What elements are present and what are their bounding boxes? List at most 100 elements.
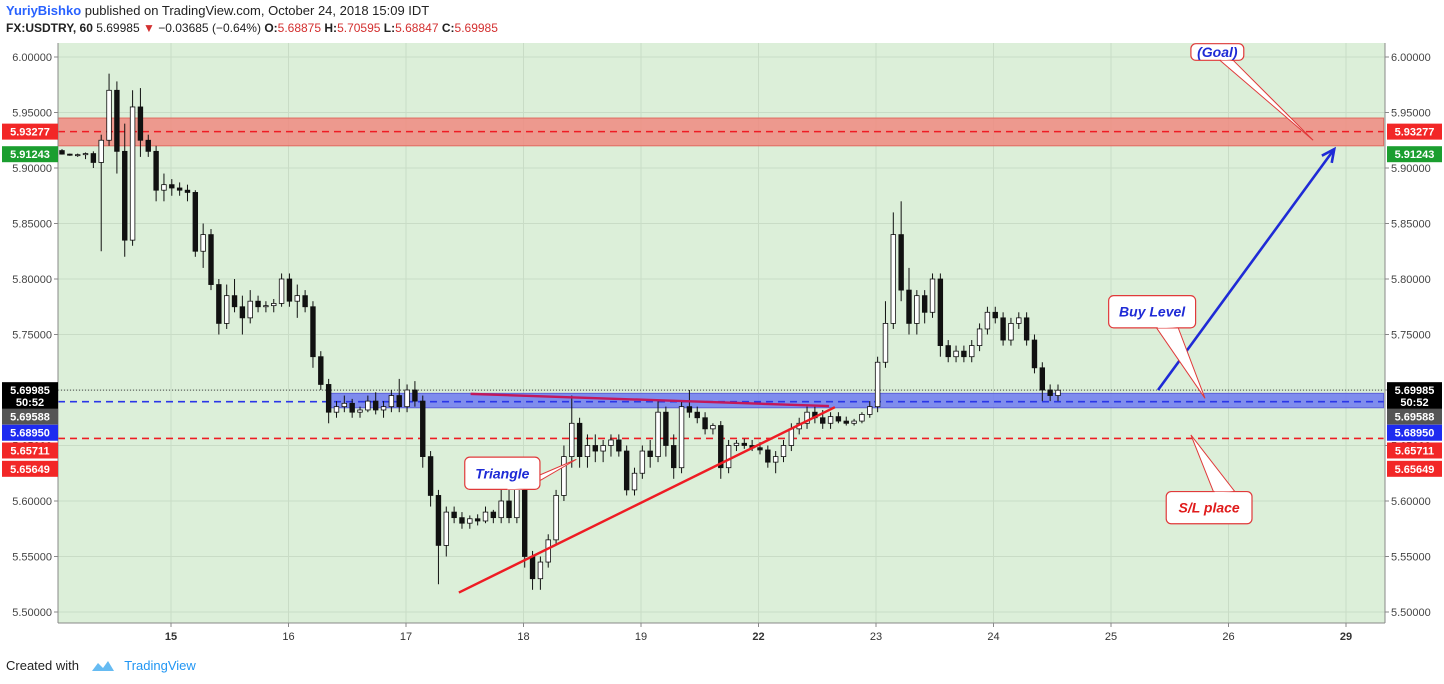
- candle-body: [921, 295, 928, 313]
- price-tag: [2, 442, 58, 459]
- candle-body: [663, 411, 669, 446]
- candle-body: [874, 361, 881, 408]
- price-tag: [1387, 123, 1442, 140]
- triangle-upper-trend-line[interactable]: [470, 392, 830, 408]
- close-label: C:: [441, 21, 455, 35]
- candle-body: [890, 234, 897, 324]
- candle-body: [678, 406, 685, 469]
- candle-body: [1039, 367, 1046, 391]
- callout-box: [1190, 43, 1245, 61]
- y-tick-label-right: 5.55000: [1391, 552, 1431, 564]
- candle-body: [937, 278, 944, 346]
- candle-body: [898, 234, 904, 291]
- candle-body: [318, 356, 324, 385]
- candle-body: [294, 295, 300, 302]
- created-with-text: Created with: [6, 658, 79, 673]
- candle-body: [584, 445, 591, 458]
- publication-line: YuriyBishko published on TradingView.com…: [6, 3, 429, 18]
- candle-body: [702, 417, 708, 430]
- price-tag: [1387, 442, 1442, 459]
- y-tick-label-right: 5.50000: [1391, 607, 1431, 619]
- candle-body: [435, 495, 442, 546]
- price-tag-label: 5.65649: [10, 464, 50, 476]
- candle-body: [1016, 317, 1022, 324]
- y-tick-label-left: 6.00000: [12, 52, 52, 64]
- x-tick-label: 29: [1340, 631, 1352, 643]
- candle-body: [741, 442, 747, 446]
- price-tag-label: 5.65711: [10, 445, 49, 457]
- candle-body: [969, 345, 975, 358]
- candle-body: [780, 445, 787, 458]
- goal-callout[interactable]: (Goal): [1190, 43, 1314, 141]
- callout-box: [1108, 295, 1197, 329]
- candle-body: [474, 518, 481, 522]
- candle-body: [576, 422, 583, 457]
- candle-body: [467, 518, 473, 524]
- price-tag-label: 5.69588: [1395, 412, 1435, 424]
- y-tick-label-right: 5.75000: [1391, 330, 1431, 342]
- candle-body: [843, 420, 849, 424]
- candle-body: [216, 284, 222, 324]
- arrow-head-icon: [1321, 146, 1337, 164]
- candle-body: [1047, 389, 1053, 396]
- candle-body: [380, 406, 387, 411]
- candle-body: [506, 500, 512, 519]
- candle-body: [1023, 317, 1030, 341]
- x-tick-label: 18: [517, 631, 529, 643]
- candle-body: [200, 234, 206, 252]
- candle-body: [655, 411, 661, 458]
- high-label: H:: [324, 21, 338, 35]
- buy-level-callout[interactable]: Buy Level: [1108, 295, 1206, 399]
- candle-body: [772, 456, 779, 463]
- candle-body: [349, 402, 355, 413]
- candle-body: [90, 153, 97, 163]
- x-tick-label: 25: [1105, 631, 1117, 643]
- candle-body: [341, 402, 348, 408]
- candle-body: [286, 278, 293, 302]
- price-tag: [1387, 408, 1442, 425]
- price-tag: [2, 408, 58, 425]
- target-arrow[interactable]: [1156, 148, 1336, 391]
- sl-place-callout[interactable]: S/L place: [1165, 434, 1253, 525]
- y-tick-label-right: 5.60000: [1391, 496, 1431, 508]
- candle-body: [647, 450, 653, 457]
- candle-body: [914, 295, 920, 324]
- candle-body: [945, 345, 951, 358]
- candle-body: [522, 483, 528, 557]
- candle-body: [1008, 322, 1014, 341]
- candle-body: [357, 409, 363, 413]
- tradingview-link[interactable]: TradingView: [124, 658, 196, 673]
- candle-body: [788, 428, 795, 446]
- candle-body: [765, 449, 771, 463]
- triangle-callout[interactable]: Triangle: [464, 456, 577, 490]
- y-tick-label-right: 6.00000: [1391, 52, 1431, 64]
- price-tag-label: 5.69985: [10, 385, 50, 397]
- candle-body: [114, 89, 120, 152]
- price-chart[interactable]: (Goal) Buy Level Triangle S/L place 6.00000…: [0, 38, 1444, 650]
- x-tick-label: 15: [165, 631, 177, 643]
- candle-body: [804, 411, 810, 424]
- candle-body: [686, 406, 693, 413]
- candle-body: [882, 322, 889, 363]
- callout-box: [1165, 490, 1253, 525]
- goal-label: (Goal): [1197, 44, 1238, 60]
- open-label: O:: [264, 21, 278, 35]
- price-tag-label: 5.68950: [10, 428, 50, 440]
- price-tag-label: 5.93277: [1395, 127, 1435, 139]
- candle-body: [231, 295, 238, 308]
- candle-body: [608, 439, 614, 446]
- price-tag: [2, 146, 58, 163]
- candle-body: [412, 389, 418, 402]
- y-tick-label-right: 5.80000: [1391, 274, 1431, 286]
- x-tick-label: 26: [1222, 631, 1234, 643]
- triangle-lower-trend-line[interactable]: [458, 406, 836, 594]
- price-tag-label: 5.65649: [1395, 464, 1435, 476]
- candle-body: [718, 425, 724, 469]
- candle-body: [992, 311, 998, 319]
- y-tick-label-right: 5.85000: [1391, 219, 1431, 231]
- candle-body: [459, 517, 465, 524]
- callout-joint: [507, 487, 524, 490]
- author-link[interactable]: YuriyBishko: [6, 3, 82, 18]
- candle-body: [373, 400, 379, 411]
- candle-body: [223, 295, 230, 324]
